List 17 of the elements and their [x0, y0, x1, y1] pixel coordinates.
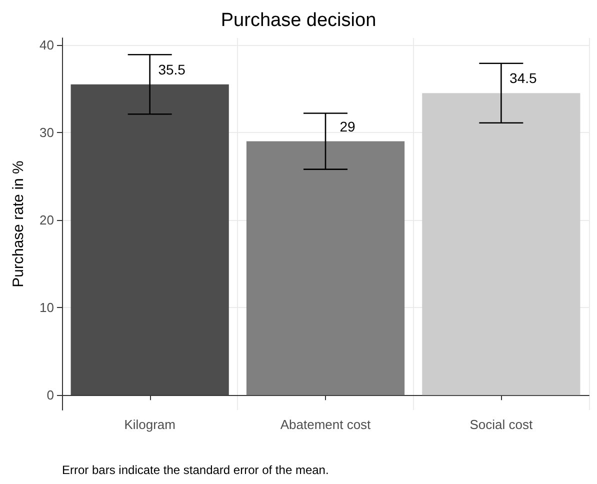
x-tick-label: Kilogram: [124, 417, 176, 432]
data-label: 35.5: [158, 61, 186, 78]
y-tick-label: 40: [40, 38, 54, 52]
text: Error bars indicate the standard error of the mean.: [62, 463, 329, 477]
y-tick-label: 20: [40, 212, 54, 228]
y-tick-label: 0: [46, 388, 54, 403]
bar: [246, 141, 405, 396]
y-tick-label: 10: [40, 300, 54, 316]
x-tick-label: Abatement cost: [280, 417, 372, 432]
data-label: 34.5: [510, 70, 538, 86]
bar: [422, 93, 580, 396]
y-axis-title: Purchase rate in %: [10, 160, 27, 288]
y-tick-label: 30: [40, 125, 54, 140]
bar: [70, 84, 229, 396]
data-label: 29: [340, 118, 356, 134]
chart-title: Purchase decision: [220, 10, 376, 31]
x-tick-label: Social cost: [470, 417, 533, 432]
